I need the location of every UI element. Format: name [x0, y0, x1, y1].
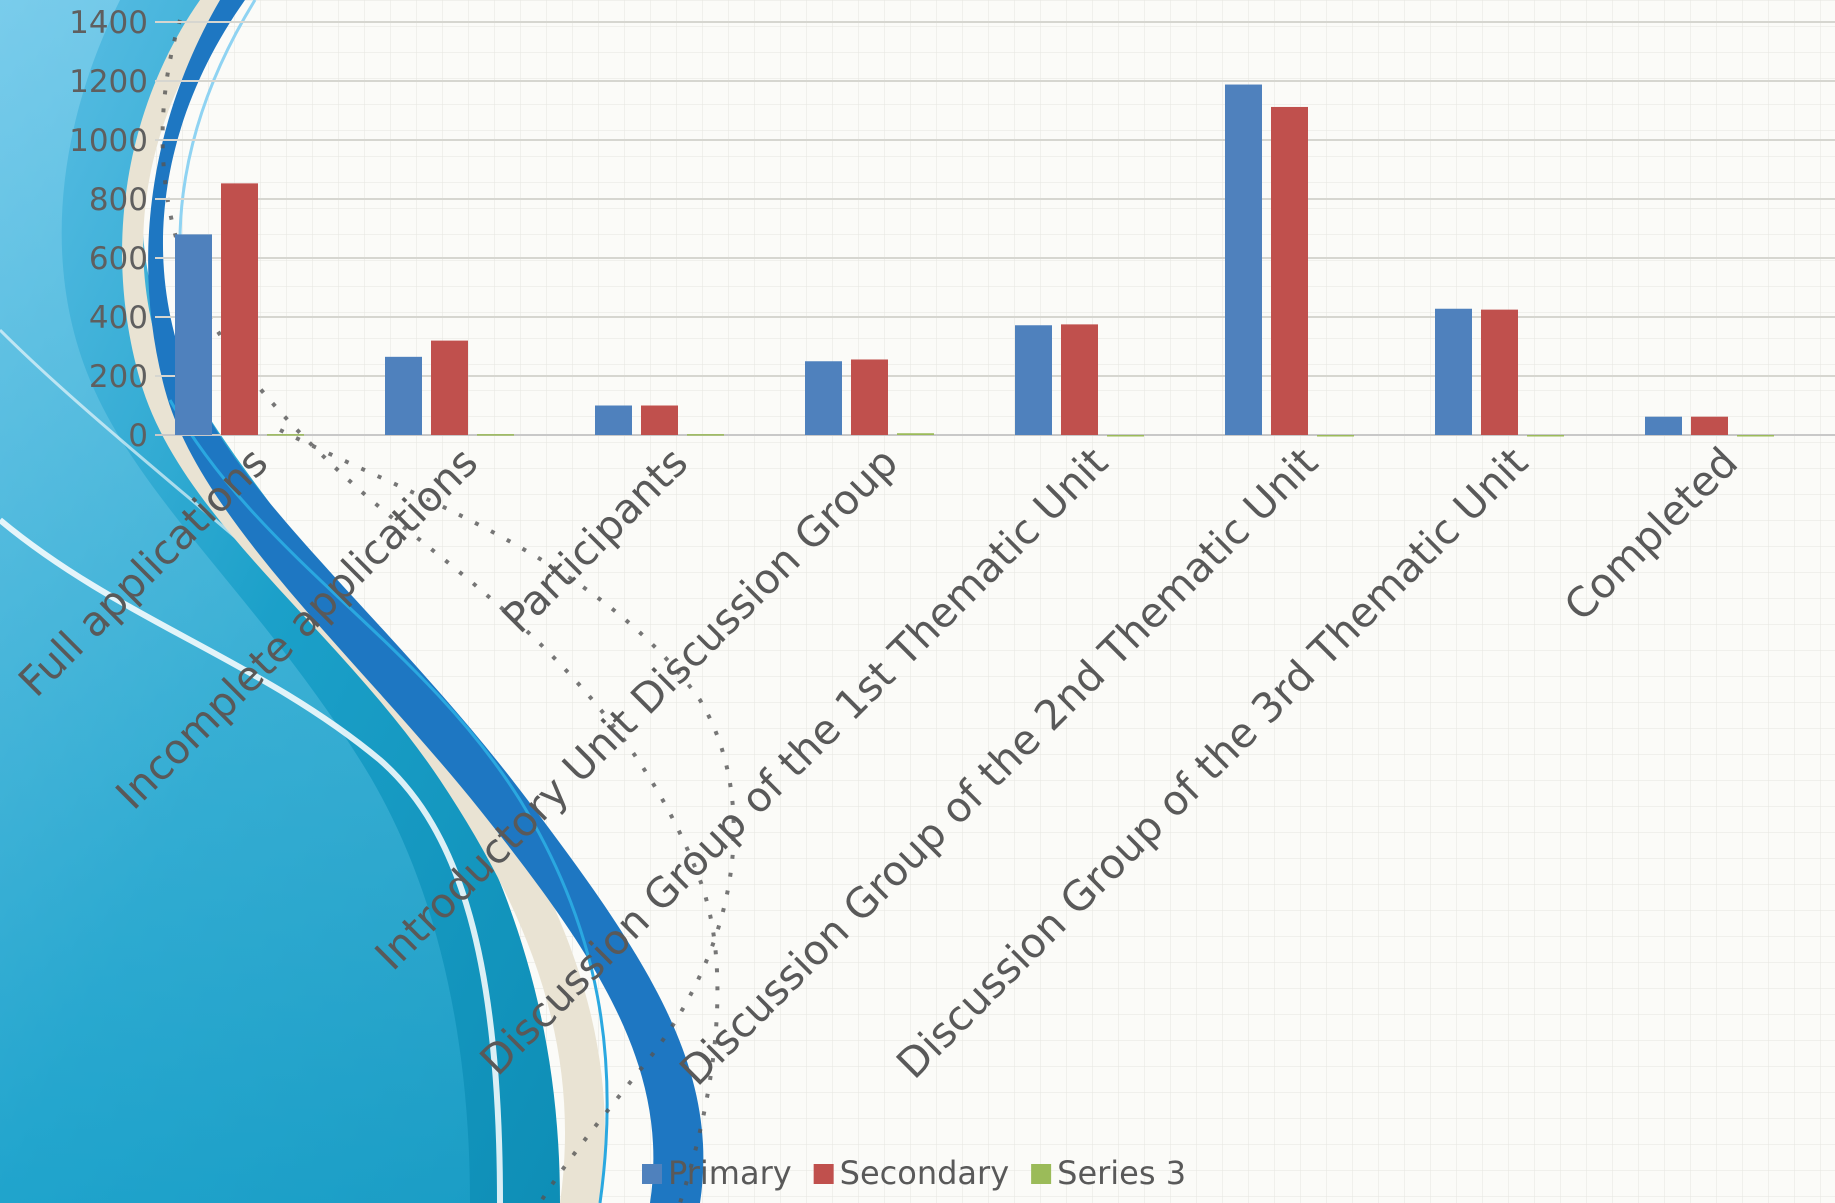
bar-primary: [1435, 308, 1472, 435]
y-tick-label: 0: [128, 418, 148, 454]
bar-secondary: [641, 405, 678, 435]
bar-series-3: [687, 434, 724, 436]
y-tick-label: 1400: [69, 5, 148, 41]
bar-primary: [1015, 325, 1052, 435]
legend-swatch: [813, 1164, 834, 1184]
bar-secondary: [1481, 309, 1518, 435]
bar-primary: [595, 405, 632, 435]
y-tick-label: 1200: [69, 64, 148, 100]
bar-secondary: [1691, 416, 1728, 435]
bar-primary: [385, 356, 422, 435]
bar-primary: [175, 234, 212, 435]
gridlines: [155, 21, 1835, 377]
bar-secondary: [1061, 324, 1098, 435]
bar-series-3: [267, 434, 304, 436]
bar-secondary: [221, 183, 258, 435]
bar-series-3: [1107, 435, 1144, 437]
bar-series-3: [897, 433, 934, 435]
bar-series-3: [1737, 435, 1774, 437]
decorative-wave-artwork: [0, 0, 736, 1203]
bar-series-3: [477, 434, 514, 436]
y-tick-label: 600: [89, 241, 148, 277]
bar-series-3: [1527, 435, 1564, 437]
legend-swatch: [642, 1164, 662, 1184]
y-tick-label: 800: [89, 182, 148, 218]
y-tick-label: 200: [89, 359, 148, 395]
bar-secondary: [851, 359, 888, 435]
bar-series-3: [1317, 435, 1354, 437]
bars: [175, 84, 1774, 437]
legend-label: Secondary: [840, 1154, 1009, 1192]
y-tick-label: 1000: [69, 123, 148, 159]
legend-swatch: [1031, 1164, 1052, 1184]
bar-primary: [1225, 84, 1262, 435]
bar-secondary: [1271, 106, 1308, 436]
y-tick-label: 400: [89, 300, 148, 336]
legend: Primary Secondary Series 3: [642, 1154, 1186, 1192]
legend-label: Primary: [668, 1154, 792, 1192]
legend-label: Series 3: [1057, 1154, 1186, 1192]
y-axis: 0 200 400 600 800 1000 1200 1400: [69, 5, 148, 454]
bar-primary: [805, 361, 842, 435]
bar-secondary: [431, 340, 468, 435]
bar-primary: [1645, 416, 1682, 435]
